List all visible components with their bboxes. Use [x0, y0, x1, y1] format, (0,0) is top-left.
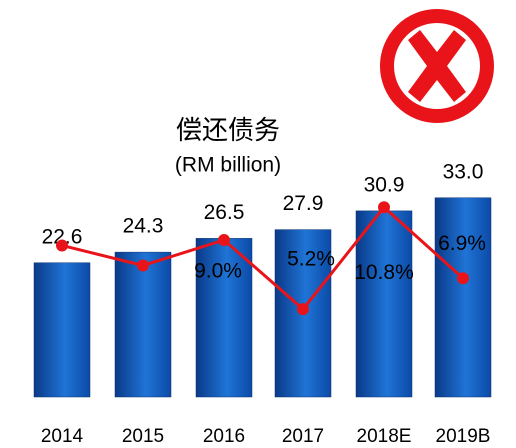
bar-value-label: 33.0 — [443, 160, 484, 183]
line-point — [56, 239, 68, 252]
line-point — [218, 234, 230, 246]
line — [61, 205, 465, 312]
chart-subtitle: (RM billion) — [175, 154, 281, 177]
chart-title: 偿还债务 — [176, 115, 280, 145]
bar — [114, 251, 172, 398]
x-tick-label: 2018E — [357, 426, 412, 447]
bar-value-label: 30.9 — [364, 173, 405, 196]
bar-value-label: 22.6 — [42, 225, 83, 248]
bar-value-label: 26.5 — [204, 201, 245, 224]
x-tick-label: 2015 — [122, 426, 164, 447]
line-point — [378, 201, 390, 214]
x-tick-label: 2016 — [203, 426, 245, 447]
bar — [33, 262, 91, 398]
line-value-label: 10.8% — [354, 261, 414, 284]
x-tick-label: 2017 — [282, 426, 324, 447]
line-point — [297, 303, 309, 316]
reject-icon — [380, 9, 494, 123]
bar — [434, 197, 492, 398]
x-tick-label: 2019B — [436, 426, 491, 447]
line-point — [137, 259, 149, 272]
bar-value-label: 24.3 — [123, 215, 164, 238]
bar — [195, 238, 253, 398]
line-value-label: 9.0% — [194, 260, 242, 283]
x-tick-label: 2014 — [41, 426, 84, 447]
line-value-label: 5.2% — [287, 248, 335, 271]
line-point — [457, 272, 469, 285]
bar — [355, 210, 413, 398]
line-value-label: 6.9% — [438, 232, 486, 255]
bar-value-label: 27.9 — [283, 192, 324, 215]
